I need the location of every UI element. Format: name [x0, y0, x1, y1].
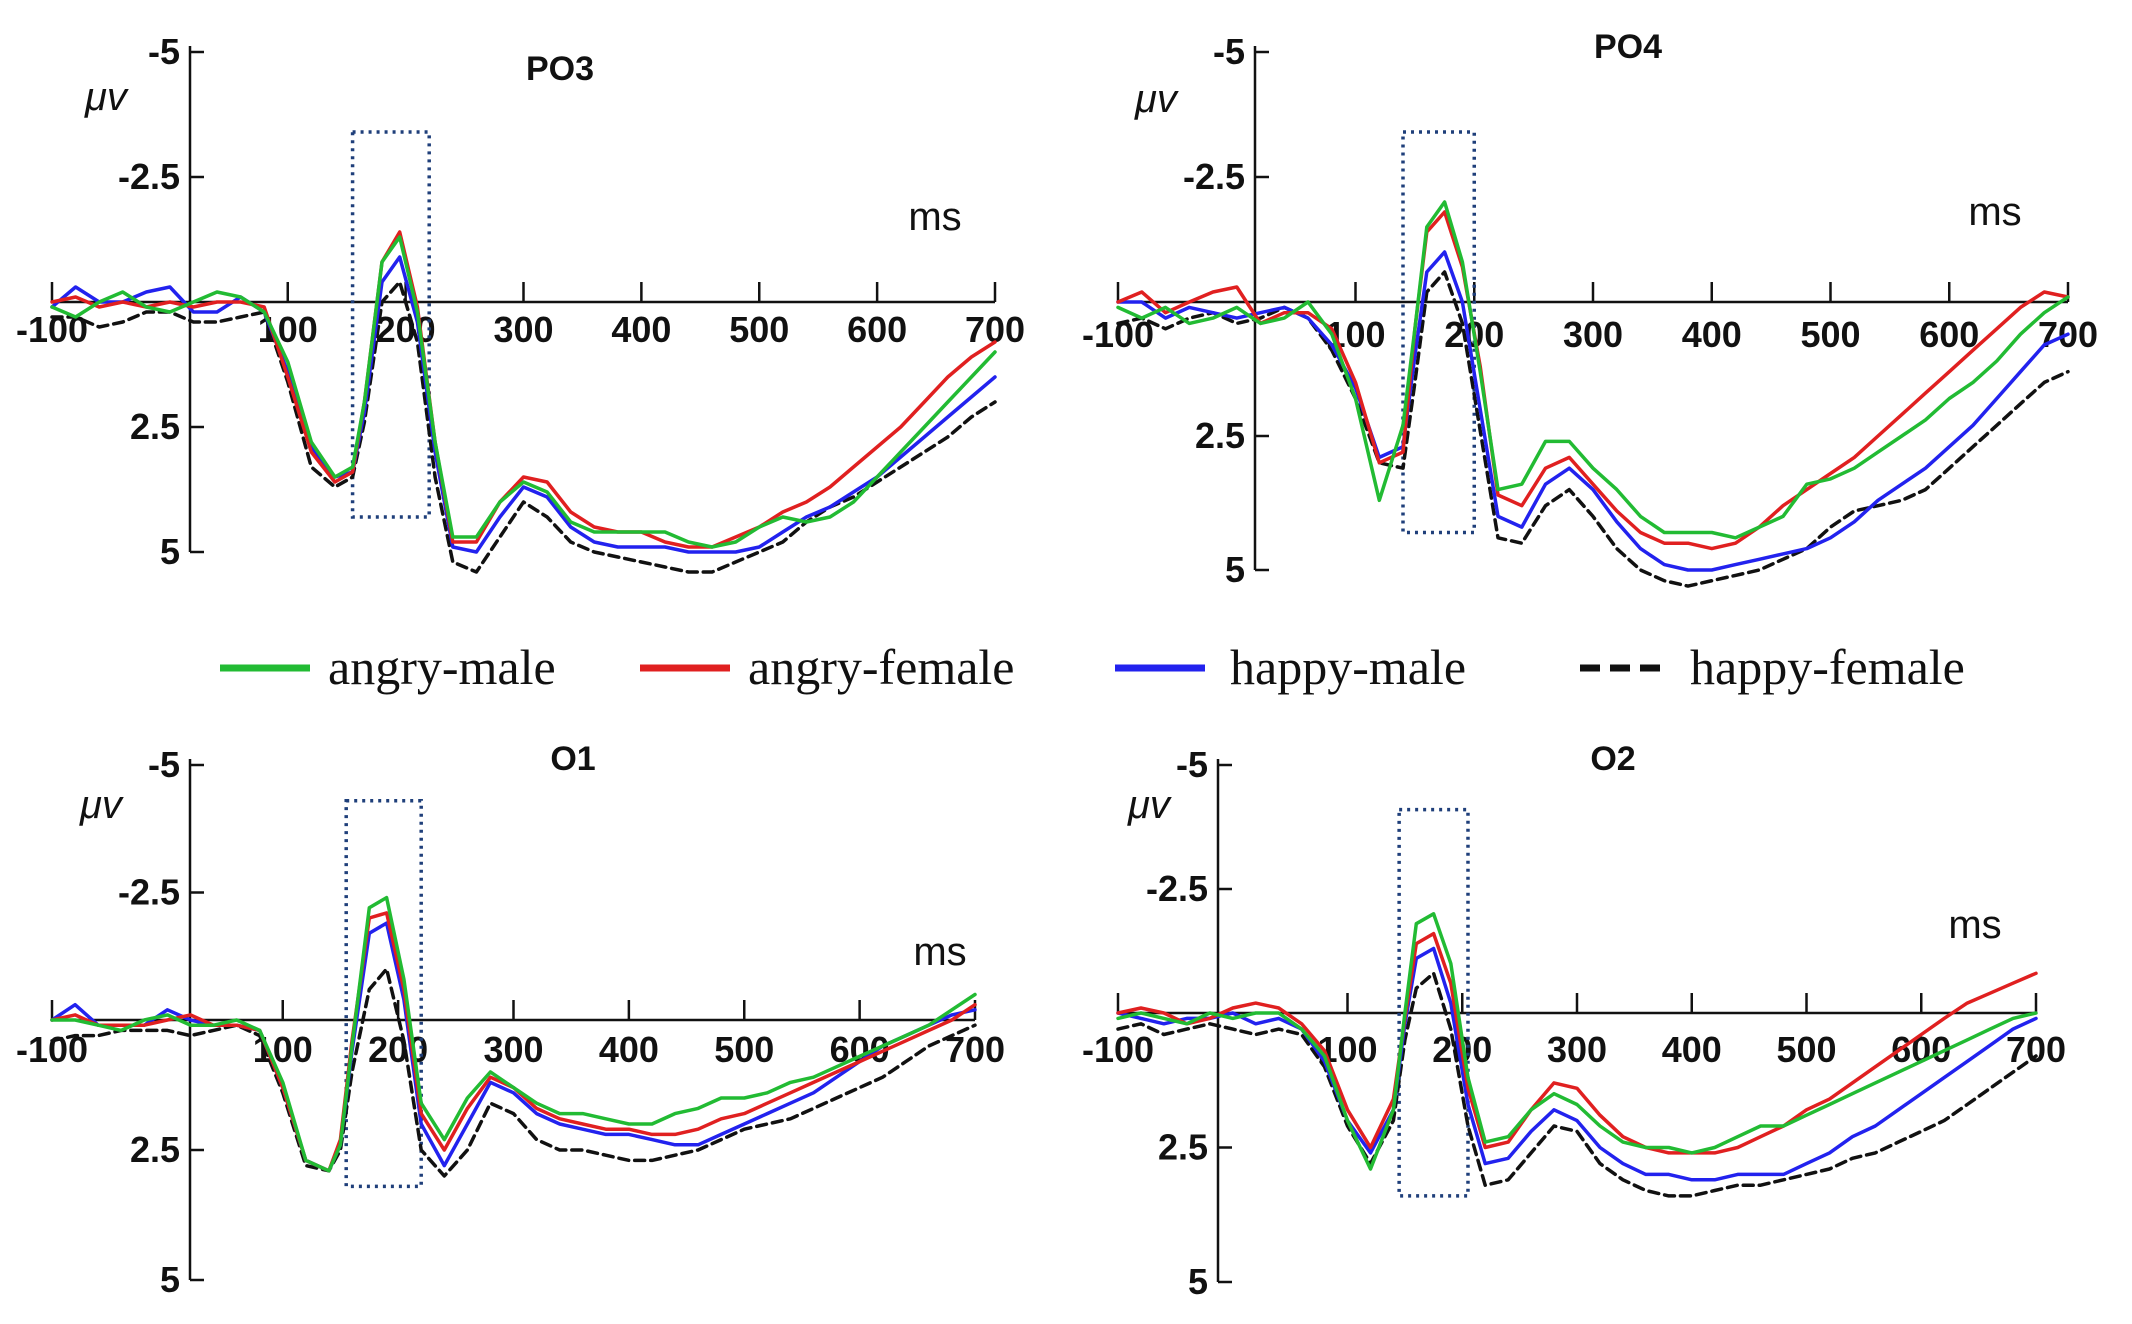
po4-series-happy-male [1116, 250, 2070, 572]
o1-x-tick-label: 200 [368, 1029, 428, 1070]
po3-y-tick-label: 2.5 [130, 406, 180, 447]
o2-series-happy-female [1116, 971, 2038, 1198]
o2-y-unit: μv [1127, 783, 1172, 827]
po3-highlight-window [350, 130, 431, 519]
o1-series-angry-male [50, 895, 977, 1173]
o1-x-tick-label: 700 [945, 1029, 1005, 1070]
o2-y-tick-label: 5 [1188, 1261, 1208, 1302]
po3-y-tick-label: -2.5 [118, 156, 180, 197]
po3-x-tick-label: 600 [847, 309, 907, 350]
po4-series-angry-male [1116, 200, 2070, 540]
po3-title: PO3 [526, 50, 594, 88]
po3-x-tick-label: 300 [493, 309, 553, 350]
o1-x-unit: ms [913, 930, 966, 974]
o2-x-tick-label: 500 [1776, 1029, 1836, 1070]
o1-y-tick-label: 2.5 [130, 1129, 180, 1170]
po4-y-tick-label: 5 [1225, 549, 1245, 590]
po4-y-tick-label: -2.5 [1183, 156, 1245, 197]
po4-x-tick-label: -100 [1082, 314, 1154, 355]
o2-x-tick-label: -100 [1082, 1029, 1154, 1070]
po3-series-happy-male [50, 255, 997, 554]
o1-series-happy-female [50, 967, 977, 1178]
po4-title: PO4 [1594, 28, 1662, 66]
o1-y-unit: μv [79, 783, 124, 827]
po4-x-tick-label: 600 [1919, 314, 1979, 355]
po3-y-tick-label: -5 [148, 31, 180, 72]
po4-series-angry-female [1116, 210, 2070, 551]
po4-x-tick-label: 400 [1682, 314, 1742, 355]
o2-y-tick-label: -5 [1176, 744, 1208, 785]
o2-y-tick-label: 2.5 [1158, 1127, 1208, 1168]
o1-y-tick-label: -2.5 [118, 872, 180, 913]
po3-x-tick-label: 200 [376, 309, 436, 350]
o2-series-happy-male [1116, 946, 2038, 1182]
o1-highlight-window [344, 798, 423, 1189]
o1-x-tick-label: 600 [830, 1029, 890, 1070]
o1-y-tick-label: 5 [160, 1259, 180, 1300]
legend-label-happy-female: happy-female [1690, 639, 1965, 695]
legend: angry-male angry-female happy-male happy-fe… [220, 639, 1965, 695]
o1-y-tick-label: -5 [148, 744, 180, 785]
o1-x-tick-label: 300 [483, 1029, 543, 1070]
o1-x-tick-label: 500 [714, 1029, 774, 1070]
o2-x-unit: ms [1948, 903, 2001, 947]
o1-title: O1 [550, 740, 595, 778]
po4-x-tick-label: 300 [1563, 314, 1623, 355]
po4-y-unit: μv [1134, 77, 1179, 121]
o2-x-tick-label: 700 [2006, 1029, 2066, 1070]
po3-x-unit: ms [908, 195, 961, 239]
o2-x-tick-label: 300 [1547, 1029, 1607, 1070]
po3-y-tick-label: 5 [160, 531, 180, 572]
po4-y-tick-label: -5 [1213, 31, 1245, 72]
po4-y-tick-label: 2.5 [1195, 415, 1245, 456]
legend-label-happy-male: happy-male [1230, 639, 1466, 695]
o2-y-tick-label: -2.5 [1146, 868, 1208, 909]
o2-series-angry-male [1116, 912, 2038, 1171]
o2-x-tick-label: 400 [1662, 1029, 1722, 1070]
po3-series-angry-male [50, 235, 997, 549]
po3-y-unit: μv [84, 75, 129, 119]
po3-x-tick-label: 400 [611, 309, 671, 350]
po4-x-unit: ms [1968, 190, 2021, 234]
o2-highlight-window [1397, 807, 1470, 1198]
legend-label-angry-female: angry-female [748, 639, 1015, 695]
po3-x-tick-label: 500 [729, 309, 789, 350]
po4-x-tick-label: 500 [1800, 314, 1860, 355]
o1-x-tick-label: 400 [599, 1029, 659, 1070]
o2-title: O2 [1590, 740, 1635, 778]
legend-label-angry-male: angry-male [328, 639, 556, 695]
o2-series-angry-female [1116, 931, 2038, 1155]
